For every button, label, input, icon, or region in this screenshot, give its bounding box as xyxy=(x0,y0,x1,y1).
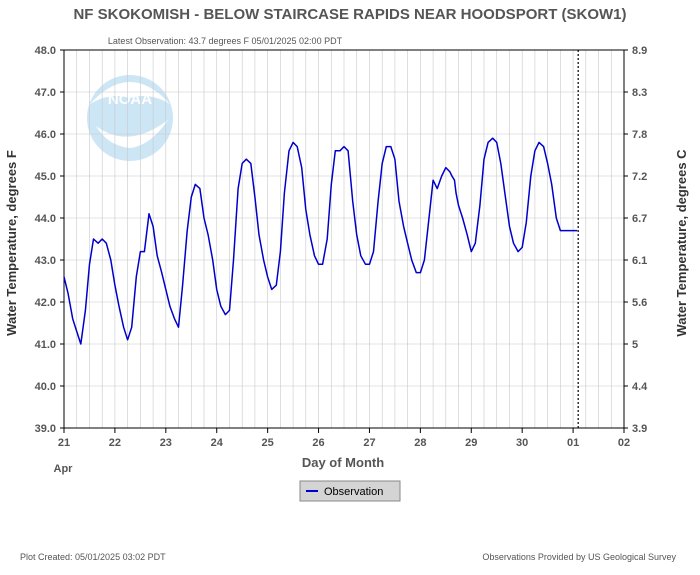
noaa-logo-text: NOAA xyxy=(108,91,152,108)
y-left-tick-label: 44.0 xyxy=(35,213,56,225)
x-tick-label: 28 xyxy=(414,437,426,449)
x-tick-label: 02 xyxy=(618,437,630,449)
y-right-tick-label: 8.9 xyxy=(632,45,647,57)
x-tick-label: 23 xyxy=(160,437,172,449)
y-right-tick-label: 6.1 xyxy=(632,255,647,267)
chart-subtitle: Latest Observation: 43.7 degrees F 05/01… xyxy=(108,36,343,46)
noaa-logo: NOAA xyxy=(87,75,173,161)
y-axis-left-ticks: 39.0 40.0 41.0 42.0 43.0 44.0 45.0 46.0 47.0 48.0 xyxy=(35,45,64,435)
x-tick-label: 25 xyxy=(262,437,274,449)
legend-label-observation: Observation xyxy=(324,486,383,498)
x-tick-label: 30 xyxy=(516,437,528,449)
data-provider-text: Observations Provided by US Geological S… xyxy=(482,552,676,562)
x-month-label: Apr xyxy=(54,463,74,475)
x-tick-label: 29 xyxy=(465,437,477,449)
y-right-tick-label: 4.4 xyxy=(632,381,648,393)
y-left-tick-label: 39.0 xyxy=(35,423,56,435)
y-left-tick-label: 41.0 xyxy=(35,339,56,351)
legend: Observation xyxy=(299,480,401,502)
y-left-tick-label: 47.0 xyxy=(35,87,56,99)
y-right-tick-label: 5.6 xyxy=(632,297,647,309)
observation-series-line xyxy=(63,137,578,345)
y-left-tick-label: 42.0 xyxy=(35,297,56,309)
x-tick-label: 01 xyxy=(567,437,579,449)
y-right-tick-label: 3.9 xyxy=(632,423,647,435)
y-right-tick-label: 7.8 xyxy=(632,129,647,141)
legend-box xyxy=(299,480,401,502)
y-right-tick-label: 7.2 xyxy=(632,171,647,183)
y-left-tick-label: 43.0 xyxy=(35,255,56,267)
y-axis-left-title: Water Temperature, degrees F xyxy=(4,150,19,336)
y-right-tick-label: 5 xyxy=(632,339,638,351)
x-tick-label: 22 xyxy=(109,437,121,449)
y-left-tick-label: 40.0 xyxy=(35,381,56,393)
x-tick-label: 27 xyxy=(363,437,375,449)
x-tick-label: 24 xyxy=(211,437,224,449)
grid-lines xyxy=(64,50,624,428)
y-axis-right-ticks: 3.9 4.4 5 5.6 6.1 6.7 7.2 7.8 8.3 8.9 xyxy=(624,45,648,435)
x-tick-label: 26 xyxy=(312,437,324,449)
y-left-tick-label: 45.0 xyxy=(35,171,56,183)
x-tick-label: 21 xyxy=(58,437,70,449)
x-axis-title: Day of Month xyxy=(302,455,384,470)
y-left-tick-label: 46.0 xyxy=(35,129,56,141)
y-axis-right-title: Water Temperature, degrees C xyxy=(674,149,689,337)
y-right-tick-label: 8.3 xyxy=(632,87,647,99)
x-axis-ticks: 21 22 23 24 25 26 27 28 29 30 01 02 xyxy=(58,428,630,449)
chart-title: NF SKOKOMISH - BELOW STAIRCASE RAPIDS NE… xyxy=(73,6,626,23)
plot-created-text: Plot Created: 05/01/2025 03:02 PDT xyxy=(20,552,166,562)
y-left-tick-label: 48.0 xyxy=(35,45,56,57)
y-right-tick-label: 6.7 xyxy=(632,213,647,225)
plot-area-border xyxy=(63,49,625,429)
